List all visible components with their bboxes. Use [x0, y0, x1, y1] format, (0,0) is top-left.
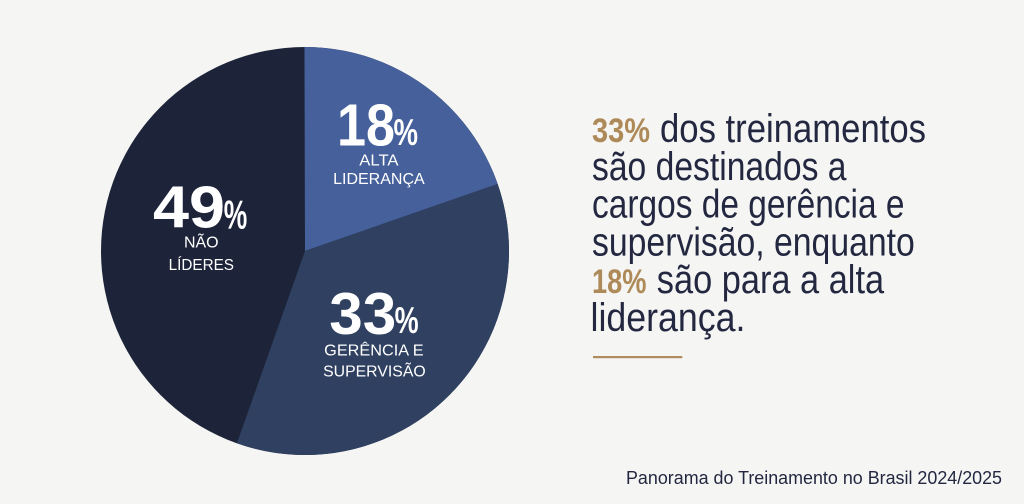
svg-text:são para a alta: são para a alta	[657, 258, 884, 302]
svg-text:ALTA: ALTA	[359, 152, 399, 169]
svg-text:18%: 18%	[592, 263, 647, 301]
svg-text:GERÊNCIA E: GERÊNCIA E	[324, 340, 423, 359]
svg-text:cargos de gerência e: cargos de gerência e	[592, 183, 905, 227]
svg-text:NÃO: NÃO	[184, 231, 219, 251]
svg-text:33: 33	[329, 281, 396, 347]
svg-text:supervisão, enquanto: supervisão, enquanto	[592, 220, 915, 264]
svg-text:SUPERVISÃO: SUPERVISÃO	[323, 361, 426, 381]
svg-text:%: %	[394, 112, 419, 153]
svg-text:LÍDERES: LÍDERES	[169, 255, 234, 274]
svg-text:dos treinamentos: dos treinamentos	[660, 107, 926, 151]
svg-text:%: %	[395, 300, 419, 341]
svg-text:49: 49	[153, 173, 225, 240]
svg-text:são destinados a: são destinados a	[592, 145, 847, 189]
svg-text:33%: 33%	[592, 112, 650, 150]
svg-text:18: 18	[337, 92, 395, 159]
svg-text:Panorama do Treinamento no Bra: Panorama do Treinamento no Brasil 2024/2…	[626, 468, 1002, 488]
svg-text:liderança.: liderança.	[591, 296, 746, 340]
svg-text:LIDERANÇA: LIDERANÇA	[333, 171, 425, 188]
svg-text:%: %	[224, 192, 248, 238]
